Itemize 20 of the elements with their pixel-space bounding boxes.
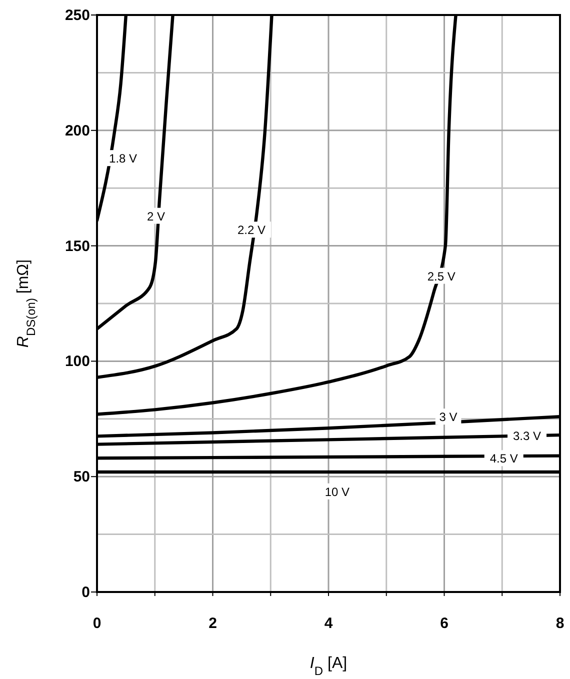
y-tick-label: 200: [64, 122, 90, 140]
y-tick-label: 50: [73, 468, 90, 486]
x-tick-label: 2: [208, 615, 217, 632]
x-tick-label: 6: [440, 615, 448, 632]
annotation: 2 V: [147, 209, 166, 224]
x-tick-label: 0: [92, 615, 102, 632]
x-tick-label: 8: [556, 615, 564, 632]
annotation: 2.2 V: [238, 223, 266, 238]
x-axis-title: I$_{D}$ [A]: [310, 655, 348, 678]
annotation: 3 V: [439, 410, 458, 424]
y-tick-label: 250: [64, 7, 90, 24]
y-tick-label: 100: [64, 353, 90, 370]
annotation: 1.8 V: [109, 152, 138, 166]
y-tick-label: 150: [64, 238, 90, 255]
annotation: 10 V: [324, 484, 350, 499]
x-tick-label: 4: [324, 615, 334, 632]
annotation: 4.5 V: [490, 452, 518, 466]
annotation: 2.5 V: [427, 269, 456, 284]
annotation: 3.3 V: [512, 429, 542, 444]
y-tick-label: 0: [82, 584, 90, 601]
